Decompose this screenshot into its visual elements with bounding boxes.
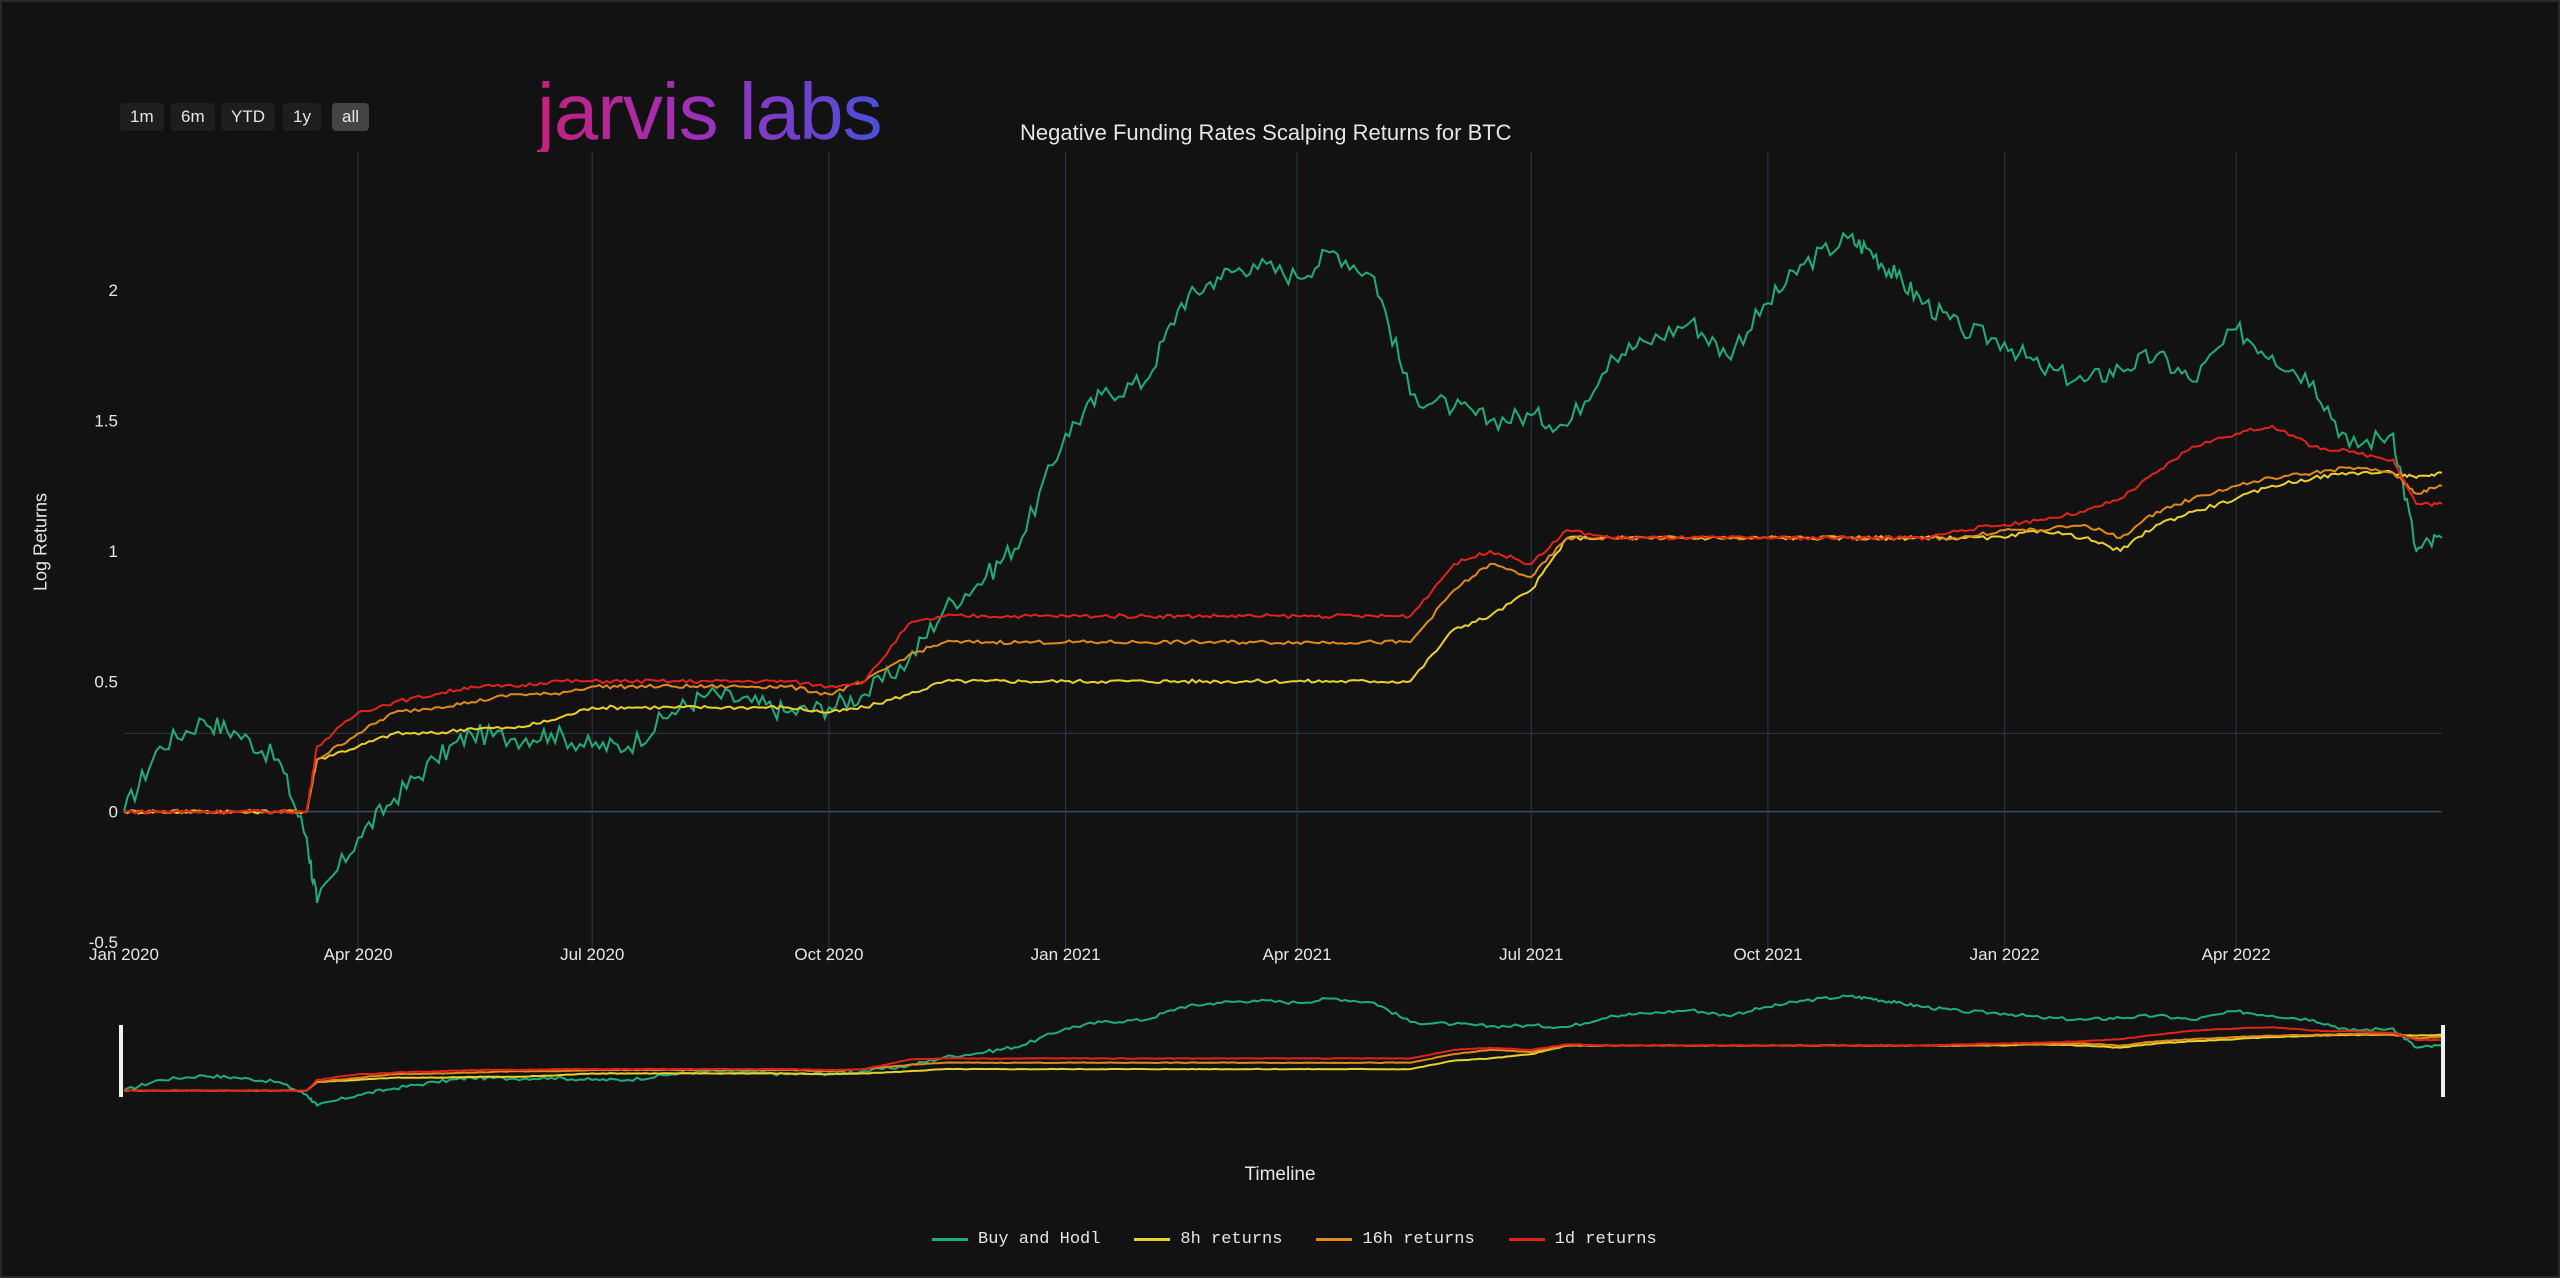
x-tick-label: Apr 2022 [2202, 945, 2271, 964]
legend-item[interactable]: 8h returns [1134, 1230, 1282, 1249]
range-slider-handle-left[interactable] [119, 1025, 123, 1097]
legend-label: 1d returns [1554, 1230, 1657, 1249]
x-tick-label: Jul 2020 [560, 945, 624, 964]
x-tick-label: Oct 2021 [1733, 945, 1802, 964]
x-tick-label: Jul 2021 [1499, 945, 1563, 964]
x-tick-label: Apr 2020 [324, 945, 393, 964]
range-button-1m[interactable]: 1m [120, 103, 164, 131]
y-tick-label: 2 [109, 281, 118, 300]
jarvis-labs-logo: jarvis labs [537, 67, 883, 156]
range-slider-label: Timeline [1244, 1164, 1316, 1185]
legend-label: Buy and Hodl [978, 1230, 1101, 1249]
range-button-ytd[interactable]: YTD [221, 103, 275, 131]
range-slider-line-0 [123, 994, 2443, 1108]
y-tick-label: -0.5 [89, 933, 118, 952]
series-line-1 [123, 469, 2443, 815]
range-button-all[interactable]: all [332, 103, 370, 131]
series-line-2 [123, 466, 2443, 815]
range-slider-line-1 [123, 1033, 2443, 1092]
range-button-1y[interactable]: 1y [283, 103, 321, 131]
legend-swatch [1316, 1238, 1353, 1241]
range-button-6m[interactable]: 6m [171, 103, 215, 131]
legend-item[interactable]: 1d returns [1508, 1230, 1657, 1249]
range-slider-line-2 [123, 1032, 2443, 1092]
x-tick-label: Apr 2021 [1263, 945, 1332, 964]
legend-swatch [1134, 1238, 1171, 1241]
y-tick-label: 1 [109, 542, 118, 561]
chart-title: Negative Funding Rates Scalping Returns … [1020, 120, 1512, 145]
range-slider-line-3 [123, 1026, 2443, 1092]
y-tick-label: 0.5 [94, 672, 118, 691]
series-line-0 [123, 231, 2443, 904]
legend-item[interactable]: Buy and Hodl [932, 1230, 1100, 1249]
y-tick-label: 0 [109, 803, 118, 822]
x-tick-label: Jan 2021 [1031, 945, 1101, 964]
y-tick-label: 1.5 [94, 412, 118, 431]
x-tick-label: Jan 2022 [1970, 945, 2040, 964]
legend-swatch [932, 1238, 968, 1241]
range-slider-handle-right[interactable] [2441, 1025, 2445, 1097]
legend-label: 16h returns [1362, 1230, 1475, 1249]
x-tick-label: Oct 2020 [794, 945, 863, 964]
legend-label: 8h returns [1180, 1230, 1283, 1249]
x-tick-label: Jan 2020 [89, 945, 159, 964]
legend-swatch [1508, 1238, 1545, 1241]
legend-item[interactable]: 16h returns [1316, 1230, 1475, 1249]
series-line-3 [123, 424, 2443, 815]
legend: Buy and Hodl 8h returns 16h returns 1d retu… [932, 1230, 1657, 1249]
